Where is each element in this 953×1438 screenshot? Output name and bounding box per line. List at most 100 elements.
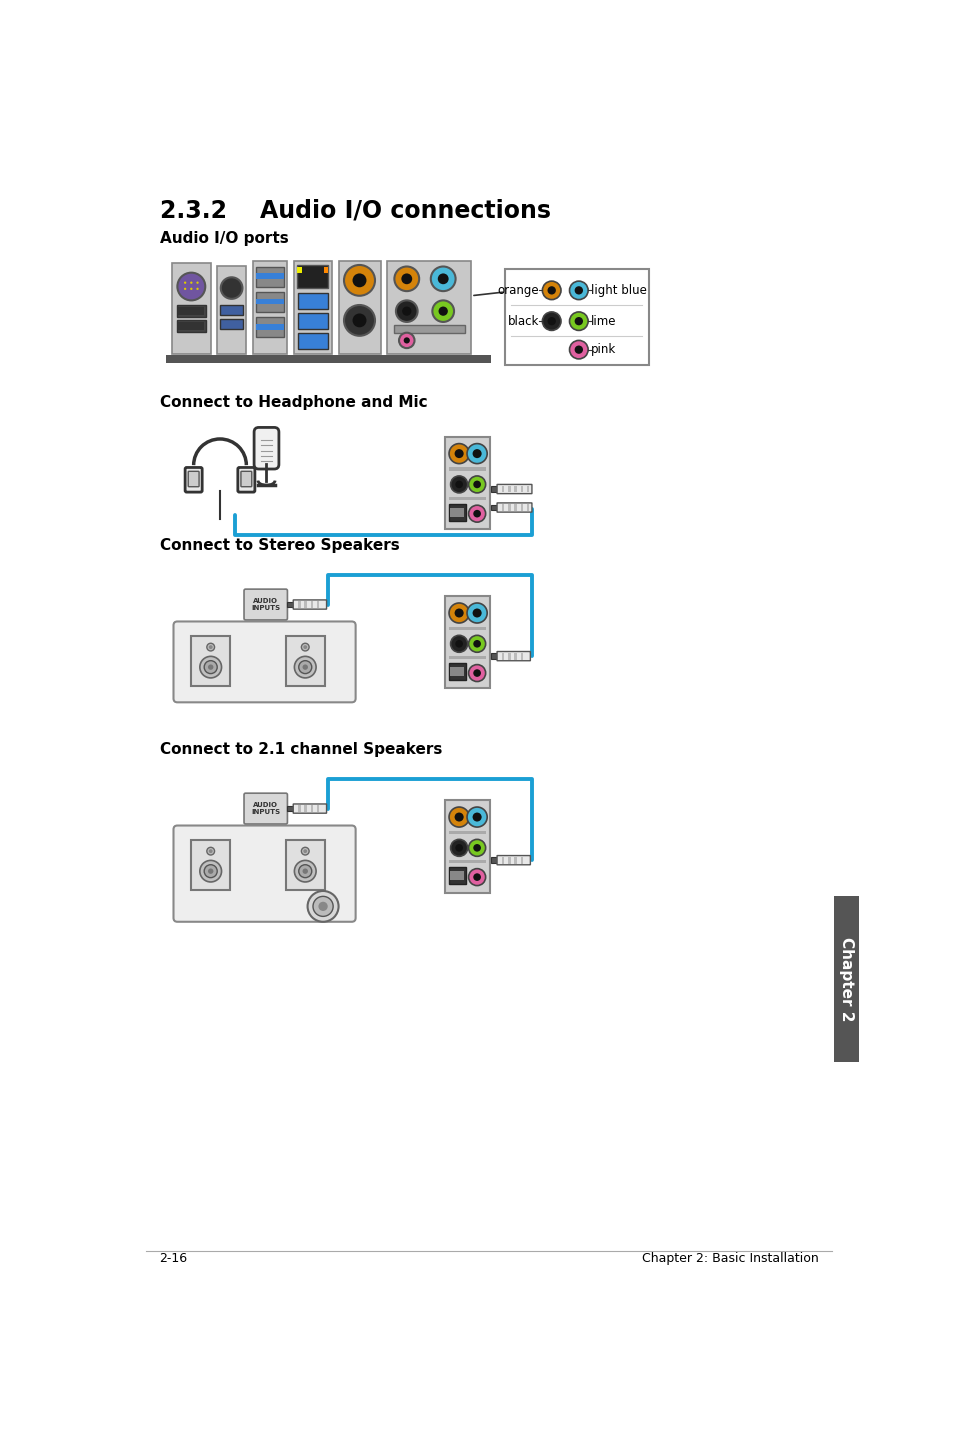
Bar: [287, 603, 294, 607]
Circle shape: [184, 282, 186, 283]
Circle shape: [467, 603, 487, 623]
Circle shape: [450, 840, 467, 856]
Circle shape: [209, 646, 213, 649]
Bar: [491, 653, 497, 659]
Circle shape: [208, 869, 213, 874]
Circle shape: [208, 664, 213, 670]
Text: pink: pink: [591, 344, 616, 357]
Circle shape: [468, 505, 485, 522]
Circle shape: [450, 636, 467, 653]
Text: Connect to Headphone and Mic: Connect to Headphone and Mic: [159, 395, 427, 410]
Circle shape: [450, 476, 467, 493]
Circle shape: [547, 316, 556, 325]
Bar: [520, 857, 522, 864]
Circle shape: [395, 301, 417, 322]
FancyBboxPatch shape: [192, 840, 230, 890]
FancyBboxPatch shape: [444, 597, 489, 689]
Circle shape: [196, 288, 198, 290]
Circle shape: [318, 902, 328, 912]
Bar: [178, 306, 204, 315]
FancyBboxPatch shape: [497, 503, 532, 512]
Circle shape: [298, 660, 312, 673]
FancyBboxPatch shape: [444, 437, 489, 529]
Circle shape: [207, 847, 214, 856]
FancyBboxPatch shape: [448, 867, 465, 884]
Text: Chapter 2: Chapter 2: [838, 938, 853, 1021]
Circle shape: [449, 807, 469, 827]
Circle shape: [455, 640, 462, 647]
Circle shape: [220, 278, 242, 299]
Circle shape: [307, 892, 338, 922]
FancyBboxPatch shape: [444, 800, 489, 893]
Circle shape: [302, 664, 308, 670]
Circle shape: [303, 646, 307, 649]
Circle shape: [472, 449, 481, 459]
Circle shape: [207, 643, 214, 651]
Circle shape: [294, 656, 315, 677]
Circle shape: [437, 273, 448, 285]
Text: AUDIO
INPUTS: AUDIO INPUTS: [251, 802, 280, 815]
Bar: [508, 857, 510, 864]
FancyBboxPatch shape: [216, 266, 246, 354]
Circle shape: [196, 282, 198, 283]
FancyBboxPatch shape: [173, 825, 355, 922]
Bar: [394, 325, 464, 332]
Bar: [501, 857, 504, 864]
Bar: [304, 805, 307, 812]
Bar: [833, 896, 858, 1061]
Bar: [178, 322, 204, 331]
Text: black: black: [507, 315, 538, 328]
Bar: [526, 486, 529, 492]
FancyBboxPatch shape: [497, 856, 530, 864]
Circle shape: [574, 316, 582, 325]
Bar: [501, 486, 504, 492]
Bar: [448, 656, 485, 659]
Text: orange: orange: [497, 283, 538, 296]
Bar: [491, 857, 497, 863]
Circle shape: [472, 608, 481, 617]
Circle shape: [301, 847, 309, 856]
Text: lime: lime: [591, 315, 616, 328]
Circle shape: [403, 338, 410, 344]
Bar: [297, 266, 302, 273]
Bar: [508, 486, 510, 492]
Bar: [297, 265, 328, 288]
Bar: [448, 860, 485, 863]
Bar: [287, 805, 294, 811]
Circle shape: [353, 313, 366, 328]
Circle shape: [401, 273, 412, 285]
Bar: [256, 292, 283, 312]
FancyBboxPatch shape: [497, 485, 532, 493]
Bar: [514, 857, 517, 864]
Bar: [298, 601, 300, 608]
Circle shape: [394, 266, 418, 290]
Circle shape: [468, 636, 485, 653]
Circle shape: [302, 869, 308, 874]
Circle shape: [569, 341, 587, 360]
Circle shape: [432, 301, 454, 322]
Text: Audio I/O ports: Audio I/O ports: [159, 232, 288, 246]
FancyBboxPatch shape: [294, 262, 332, 354]
FancyBboxPatch shape: [338, 262, 381, 354]
Bar: [311, 805, 313, 812]
Circle shape: [298, 864, 312, 877]
FancyBboxPatch shape: [497, 651, 530, 660]
Circle shape: [199, 860, 221, 881]
Bar: [450, 667, 464, 676]
Circle shape: [468, 664, 485, 682]
Circle shape: [190, 288, 193, 290]
Bar: [298, 313, 328, 329]
FancyBboxPatch shape: [173, 621, 355, 702]
Circle shape: [473, 480, 480, 489]
Circle shape: [473, 640, 480, 647]
FancyBboxPatch shape: [172, 263, 211, 354]
Circle shape: [455, 480, 462, 489]
Bar: [450, 871, 464, 880]
Bar: [220, 305, 243, 315]
Bar: [450, 508, 464, 516]
Circle shape: [313, 896, 333, 916]
Circle shape: [569, 312, 587, 331]
FancyBboxPatch shape: [192, 636, 230, 686]
FancyBboxPatch shape: [188, 472, 199, 486]
Circle shape: [467, 807, 487, 827]
